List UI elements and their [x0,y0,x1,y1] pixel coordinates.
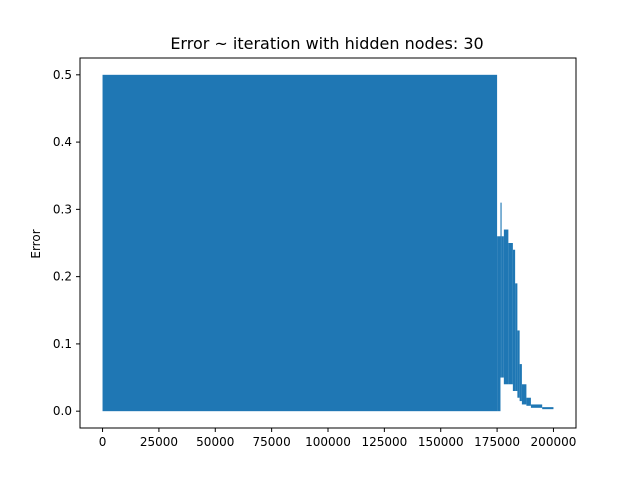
plot-frame [79,57,577,429]
series-band [519,364,522,402]
series-band [102,74,498,412]
series-band [501,236,504,378]
series-band [515,283,518,391]
series-band [500,202,502,378]
x-tick-label: 25000 [140,435,178,449]
y-tick-label: 0.3 [53,202,72,216]
x-tick-label: 125000 [361,435,407,449]
chart-title: Error ~ iteration with hidden nodes: 30 [170,34,483,53]
series-band [521,384,527,405]
x-axis: 0 25000 50000 75000 100000 125000 150000 175000… [99,428,577,449]
x-tick-label: 50000 [196,435,234,449]
x-tick-label: 0 [99,435,107,449]
series-band [497,236,501,412]
y-tick-label: 0.0 [53,404,72,418]
plot-area [102,74,554,412]
y-tick-label: 0.2 [53,270,72,284]
x-tick-label: 200000 [531,435,577,449]
series-band [542,407,554,410]
series-band [526,397,531,406]
y-tick-label: 0.1 [53,337,72,351]
x-tick-label: 175000 [474,435,520,449]
series-band [503,229,509,385]
x-tick-label: 75000 [253,435,291,449]
series-band [512,249,516,391]
x-tick-label: 150000 [418,435,464,449]
y-tick-label: 0.4 [53,135,72,149]
y-axis-label: Error [29,229,43,258]
x-tick-label: 100000 [305,435,351,449]
series-band [530,404,543,408]
series-band [517,330,520,398]
series-band [508,243,513,385]
y-tick-label: 0.5 [53,68,72,82]
y-axis: 0.0 0.1 0.2 0.3 0.4 0.5 [53,68,80,418]
